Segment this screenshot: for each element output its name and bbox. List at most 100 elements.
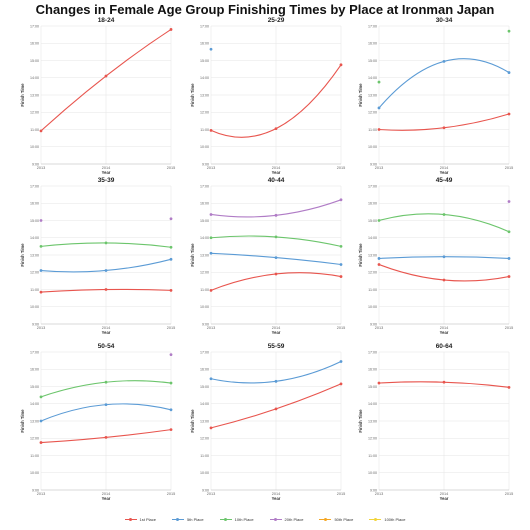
data-point-1st-place	[39, 129, 43, 133]
y-axis-label: Finish Time	[190, 83, 195, 107]
y-tick-label: 9:00	[32, 488, 39, 492]
data-point-1st-place	[169, 288, 173, 292]
legend-swatch	[369, 517, 382, 522]
data-point-5th-place	[339, 360, 343, 363]
legend-label: 10th Place	[234, 517, 254, 522]
y-tick-label: 15:00	[368, 219, 377, 223]
panel-title: 50-54	[98, 343, 115, 350]
x-axis-label: Year	[272, 170, 281, 175]
y-tick-label: 14:00	[30, 76, 39, 80]
panel-title: 35-39	[98, 177, 115, 184]
x-tick-label: 2014	[102, 326, 110, 330]
data-point-1st-place	[377, 263, 381, 266]
y-tick-label: 16:00	[30, 368, 39, 372]
y-tick-label: 17:00	[30, 184, 39, 188]
y-tick-label: 10:00	[30, 305, 39, 309]
y-tick-label: 12:00	[200, 271, 209, 275]
data-point-10th-place	[39, 244, 43, 248]
y-axis-label: Finish Time	[358, 409, 363, 433]
y-tick-label: 9:00	[370, 322, 377, 326]
y-tick-label: 11:00	[30, 288, 39, 292]
y-tick-label: 17:00	[200, 350, 209, 354]
data-point-5th-place	[209, 47, 213, 51]
legend-swatch	[171, 517, 184, 522]
x-tick-label: 2014	[102, 166, 110, 170]
data-point-1st-place	[507, 275, 511, 278]
panel-30-34: 9:00 10:00 11:00 12:00 13:00 14:00 15:00 16:00 1…	[358, 17, 513, 175]
legend-label: 100th Place	[384, 517, 406, 522]
legend: 1st Place 5th Place 10th Place 20th Place 50…	[0, 517, 530, 522]
data-point-10th-place	[339, 244, 343, 248]
data-point-1st-place	[104, 435, 108, 439]
y-tick-label: 13:00	[200, 419, 209, 423]
legend-label: 1st Place	[139, 517, 156, 522]
y-axis-label: Finish Time	[20, 409, 25, 433]
y-tick-label: 11:00	[200, 288, 209, 292]
y-tick-label: 14:00	[30, 236, 39, 240]
x-tick-label: 2014	[272, 326, 280, 330]
x-tick-label: 2013	[37, 492, 45, 496]
data-point-10th-place	[274, 235, 278, 239]
y-tick-label: 11:00	[200, 454, 209, 458]
y-tick-label: 13:00	[200, 253, 209, 257]
x-axis-label: Year	[272, 496, 281, 501]
data-point-1st-place	[169, 428, 173, 432]
x-tick-label: 2015	[505, 492, 513, 496]
y-tick-label: 15:00	[30, 59, 39, 63]
y-tick-label: 16:00	[30, 42, 39, 46]
data-point-10th-place	[169, 381, 173, 385]
data-point-5th-place	[104, 269, 108, 272]
data-point-5th-place	[274, 379, 278, 383]
y-axis-label: Finish Time	[20, 83, 25, 107]
y-tick-label: 14:00	[200, 236, 209, 240]
y-tick-label: 14:00	[368, 76, 377, 80]
y-tick-label: 15:00	[30, 219, 39, 223]
data-point-20th-place	[169, 217, 173, 221]
x-tick-label: 2015	[337, 326, 345, 330]
y-tick-label: 15:00	[368, 59, 377, 63]
x-tick-label: 2014	[272, 492, 280, 496]
y-tick-label: 11:00	[30, 128, 39, 132]
y-tick-label: 13:00	[368, 253, 377, 257]
data-point-5th-place	[169, 408, 173, 412]
y-tick-label: 11:00	[368, 128, 377, 132]
data-point-1st-place	[39, 290, 43, 294]
data-point-5th-place	[507, 71, 511, 74]
legend-swatch	[319, 517, 332, 522]
y-tick-label: 12:00	[368, 437, 377, 441]
y-tick-label: 10:00	[200, 305, 209, 309]
y-tick-label: 11:00	[368, 454, 377, 458]
y-tick-label: 15:00	[200, 59, 209, 63]
data-point-1st-place	[442, 126, 446, 130]
panel-title: 45-49	[436, 177, 453, 184]
y-tick-label: 15:00	[200, 385, 209, 389]
x-axis-label: Year	[440, 330, 449, 335]
y-tick-label: 11:00	[368, 288, 377, 292]
data-point-5th-place	[377, 257, 381, 260]
panel-title: 60-64	[436, 343, 453, 350]
y-tick-label: 17:00	[368, 350, 377, 354]
data-point-1st-place	[339, 382, 343, 386]
y-tick-label: 16:00	[200, 368, 209, 372]
x-tick-label: 2013	[207, 166, 215, 170]
panel-18-24: 9:00 10:00 11:00 12:00 13:00 14:00 15:00 16:00 1…	[20, 17, 175, 175]
x-tick-label: 2015	[167, 492, 175, 496]
panel-40-44: 9:00 10:00 11:00 12:00 13:00 14:00 15:00 16:00 1…	[190, 177, 345, 335]
data-point-1st-place	[104, 74, 108, 78]
data-point-5th-place	[209, 377, 213, 381]
data-point-5th-place	[39, 269, 43, 272]
data-point-1st-place	[209, 288, 213, 292]
data-point-1st-place	[169, 28, 173, 31]
data-point-1st-place	[377, 381, 381, 385]
data-point-10th-place	[442, 213, 446, 216]
y-tick-label: 12:00	[368, 111, 377, 115]
x-tick-label: 2015	[167, 166, 175, 170]
data-point-1st-place	[507, 385, 511, 389]
y-tick-label: 14:00	[368, 402, 377, 406]
y-tick-label: 9:00	[32, 322, 39, 326]
y-tick-label: 16:00	[368, 368, 377, 372]
x-tick-label: 2014	[440, 166, 448, 170]
legend-item: 10th Place	[219, 517, 254, 522]
